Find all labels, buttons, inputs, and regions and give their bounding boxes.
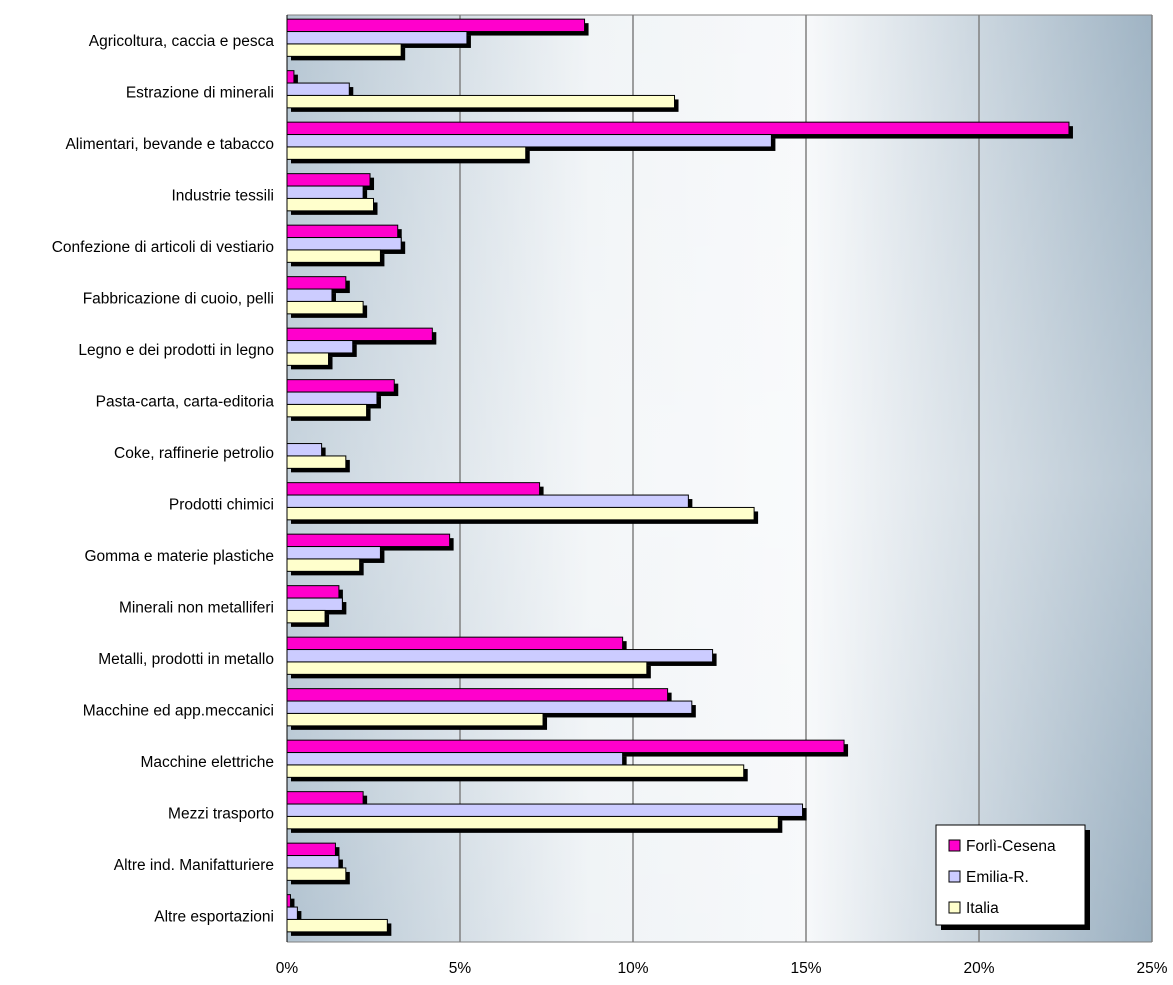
x-tick-label-5: 25% xyxy=(1136,960,1167,977)
bar-forli-2 xyxy=(286,121,1070,136)
bars xyxy=(286,18,1073,936)
bar-emilia-15 xyxy=(286,803,804,817)
category-label-14: Macchine elettriche xyxy=(140,754,274,771)
bar-forli-1 xyxy=(286,70,295,84)
bar-forli-6 xyxy=(286,327,433,342)
legend: Forlì-Cesena Emilia-R. Italia xyxy=(935,824,1090,930)
category-label-5: Fabbricazione di cuoio, pelli xyxy=(83,290,274,307)
bar-shadow-forli-17 xyxy=(291,898,295,912)
bar-forli-7 xyxy=(286,379,395,393)
bar-emilia-17 xyxy=(286,906,298,920)
bar-emilia-13 xyxy=(286,700,693,714)
category-label-10: Gomma e materie plastiche xyxy=(84,548,274,565)
legend-label-italia: Italia xyxy=(966,900,999,917)
bar-emilia-6 xyxy=(286,340,354,354)
bar-forli-15 xyxy=(286,791,364,805)
bar-forli-12 xyxy=(286,636,624,651)
category-label-13: Macchine ed app.meccanici xyxy=(83,702,274,719)
plot-area-shade xyxy=(287,15,1152,942)
x-tick-label-2: 10% xyxy=(617,960,648,977)
x-tick-label-0: 0% xyxy=(276,960,299,977)
bar-forli-9 xyxy=(286,482,541,496)
x-tick-label-1: 5% xyxy=(449,960,472,977)
legend-swatch-italia xyxy=(948,901,961,914)
bar-shadow-forli-1 xyxy=(291,74,298,88)
bar-forli-10 xyxy=(286,533,451,548)
bar-italia-4 xyxy=(286,249,381,263)
gridlines xyxy=(287,14,1153,943)
category-label-4: Confezione di articoli di vestiario xyxy=(52,239,274,256)
category-label-11: Minerali non metalliferi xyxy=(119,599,274,616)
bar-emilia-1 xyxy=(286,82,350,96)
bar-italia-12 xyxy=(286,661,648,675)
bar-italia-1 xyxy=(286,94,676,109)
bar-emilia-0 xyxy=(286,31,468,45)
bar-italia-14 xyxy=(286,764,745,778)
legend-box xyxy=(935,824,1086,926)
bar-forli-3 xyxy=(286,173,371,187)
category-label-12: Metalli, prodotti in metallo xyxy=(98,651,274,668)
legend-swatch-emilia xyxy=(948,870,961,883)
category-label-1: Estrazione di minerali xyxy=(126,84,274,101)
bar-italia-15 xyxy=(286,815,779,830)
bar-italia-8 xyxy=(286,455,347,469)
x-tick-labels: 0% 5% 10% 15% 20% 25% xyxy=(276,960,1168,977)
bar-emilia-4 xyxy=(286,237,402,251)
bar-forli-13 xyxy=(286,688,669,702)
bar-forli-14 xyxy=(286,739,845,754)
bar-italia-16 xyxy=(286,867,347,881)
bar-italia-10 xyxy=(286,558,361,572)
bar-emilia-9 xyxy=(286,494,689,508)
bar-italia-0 xyxy=(286,43,402,57)
bar-emilia-7 xyxy=(286,391,378,405)
category-label-8: Coke, raffinerie petrolio xyxy=(114,445,274,462)
legend-swatch-forli xyxy=(948,839,961,852)
category-label-3: Industrie tessili xyxy=(171,187,274,204)
bar-italia-17 xyxy=(286,918,388,933)
bar-italia-11 xyxy=(286,609,326,624)
bar-emilia-12 xyxy=(286,649,714,663)
legend-label-forli: Forlì-Cesena xyxy=(966,838,1056,855)
category-label-2: Alimentari, bevande e tabacco xyxy=(65,136,274,153)
category-labels: Agricoltura, caccia e pesca Estrazione di… xyxy=(52,33,275,926)
category-label-9: Prodotti chimici xyxy=(169,496,274,513)
bar-forli-5 xyxy=(286,276,347,290)
bar-italia-2 xyxy=(286,146,527,160)
bar-emilia-14 xyxy=(286,752,624,766)
category-label-6: Legno e dei prodotti in legno xyxy=(78,342,274,359)
bar-emilia-2 xyxy=(286,134,772,148)
bar-emilia-3 xyxy=(286,185,364,199)
bar-italia-3 xyxy=(286,197,374,212)
bar-italia-13 xyxy=(286,712,544,727)
bar-forli-11 xyxy=(286,585,340,599)
bar-forli-16 xyxy=(286,842,336,857)
category-label-16: Altre ind. Manifatturiere xyxy=(114,857,274,874)
bar-forli-17 xyxy=(286,894,291,908)
bar-emilia-8 xyxy=(286,443,323,457)
bar-emilia-5 xyxy=(286,288,333,302)
x-tick-label-3: 15% xyxy=(790,960,821,977)
bar-forli-0 xyxy=(286,18,586,33)
category-label-7: Pasta-carta, carta-editoria xyxy=(96,393,275,410)
category-label-0: Agricoltura, caccia e pesca xyxy=(89,33,275,50)
bar-italia-7 xyxy=(286,403,368,418)
bar-italia-6 xyxy=(286,352,330,366)
bar-italia-9 xyxy=(286,506,755,521)
bar-emilia-11 xyxy=(286,597,343,611)
bar-emilia-16 xyxy=(286,855,340,869)
legend-label-emilia: Emilia-R. xyxy=(966,869,1029,886)
bar-forli-4 xyxy=(286,224,399,239)
x-tick-label-4: 20% xyxy=(963,960,994,977)
bar-italia-5 xyxy=(286,300,364,315)
bar-emilia-10 xyxy=(286,546,381,560)
category-label-15: Mezzi trasporto xyxy=(168,805,274,822)
category-label-17: Altre esportazioni xyxy=(154,908,274,925)
